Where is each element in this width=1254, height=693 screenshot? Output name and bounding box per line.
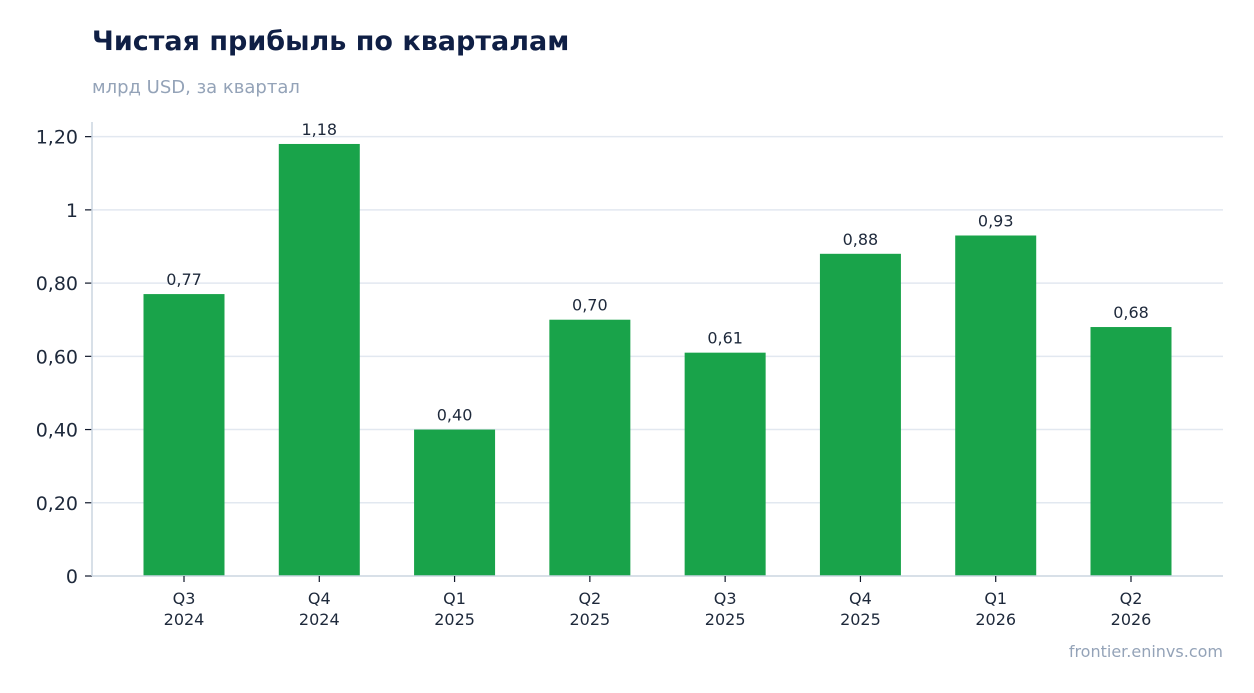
- x-tick-label-year: 2025: [434, 610, 475, 629]
- bar: [414, 429, 496, 576]
- bar: [684, 352, 766, 576]
- y-tick-label: 0,80: [36, 273, 78, 295]
- y-tick-label: 1,20: [36, 127, 78, 149]
- x-tick-label-year: 2026: [975, 610, 1016, 629]
- data-label: 0,70: [572, 296, 608, 315]
- x-tick-label-quarter: Q2: [578, 589, 601, 608]
- x-tick-label-quarter: Q4: [308, 589, 331, 608]
- x-tick-label-year: 2026: [1111, 610, 1152, 629]
- bar: [955, 235, 1037, 576]
- x-tick-label-year: 2025: [705, 610, 746, 629]
- source-label: frontier.eninvs.com: [1068, 642, 1223, 661]
- y-tick-label: 0,60: [36, 346, 78, 368]
- gridlines: [92, 135, 1223, 504]
- chart-title: Чистая прибыль по кварталам: [92, 26, 570, 57]
- bar: [143, 294, 225, 576]
- data-label: 0,68: [1113, 303, 1149, 322]
- bar: [278, 143, 360, 576]
- y-tick-label: 0,20: [36, 493, 78, 515]
- data-label: 0,77: [166, 270, 202, 289]
- labels-group: 0 0,20 0,40 0,60 0,80 1 1,20 0,77 Q3 2024 1,18 Q4 20…: [36, 120, 1152, 629]
- x-tick-label-quarter: Q4: [849, 589, 872, 608]
- x-tick-label-quarter: Q2: [1120, 589, 1143, 608]
- data-label: 0,93: [978, 212, 1014, 231]
- bars-group: [143, 143, 1172, 576]
- bar: [819, 253, 901, 576]
- x-tick-label-quarter: Q1: [443, 589, 466, 608]
- bar: [1090, 327, 1172, 576]
- chart-subtitle: млрд USD, за квартал: [92, 77, 300, 98]
- x-tick-label-year: 2024: [164, 610, 205, 629]
- x-tick-label-quarter: Q1: [984, 589, 1007, 608]
- axes-group: [85, 122, 1223, 582]
- data-label: 0,61: [707, 329, 743, 348]
- x-tick-label-year: 2025: [840, 610, 881, 629]
- y-tick-label: 1: [66, 200, 78, 222]
- y-tick-label: 0: [66, 566, 78, 588]
- x-tick-label-year: 2024: [299, 610, 340, 629]
- x-tick-label-quarter: Q3: [173, 589, 196, 608]
- data-label: 0,40: [437, 406, 473, 425]
- x-tick-label-quarter: Q3: [714, 589, 737, 608]
- data-label: 0,88: [843, 230, 879, 249]
- bar: [549, 319, 631, 576]
- data-label: 1,18: [301, 120, 337, 139]
- y-tick-label: 0,40: [36, 420, 78, 442]
- x-tick-label-year: 2025: [569, 610, 610, 629]
